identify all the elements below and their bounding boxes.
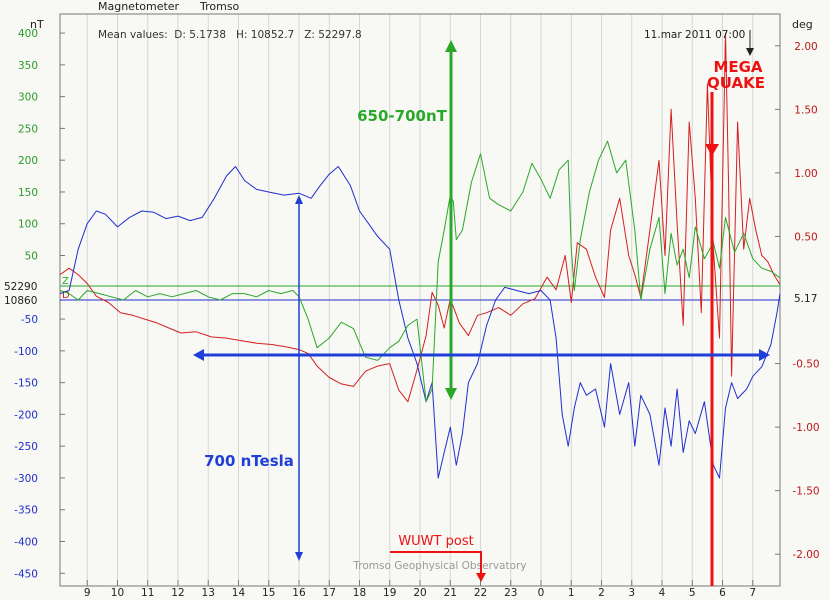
left-tick-label: 250 — [18, 123, 38, 135]
right-tick-label: -1.00 — [792, 422, 819, 434]
x-tick-label: 5 — [689, 587, 696, 599]
x-tick-label: 22 — [474, 587, 487, 599]
left-tick-label: -250 — [14, 441, 38, 453]
left-tick-label: 150 — [18, 187, 38, 199]
x-tick-label: 6 — [719, 587, 726, 599]
annotations-layer: MEGA QUAKE WUWT post 650-700nT 700 nTesl… — [193, 30, 770, 586]
left-tick-label: -350 — [14, 505, 38, 517]
left-tick-label: -50 — [21, 314, 38, 326]
x-tick-label: 14 — [232, 587, 246, 599]
x-tick-label: 17 — [323, 587, 336, 599]
left-tick-label: -300 — [14, 473, 38, 485]
x-tick-label: 7 — [749, 587, 756, 599]
x-tick-label: 18 — [353, 587, 366, 599]
d-baseline-letter: D — [62, 290, 70, 301]
d-baseline-value: 5.17 — [794, 293, 817, 305]
blue-horizontal-arrowhead-right — [759, 349, 770, 361]
x-tick-label: 12 — [171, 587, 184, 599]
x-tick-label: 19 — [383, 587, 396, 599]
x-tick-label: 20 — [413, 587, 426, 599]
mega-quake-label-line2: QUAKE — [707, 74, 765, 92]
right-tick-label: 1.00 — [794, 168, 817, 180]
wuwt-post-arrowhead — [476, 573, 486, 582]
left-tick-label: -200 — [14, 409, 38, 421]
station-name: Tromso — [199, 0, 240, 13]
left-tick-label: -100 — [14, 346, 38, 358]
x-tick-label: 4 — [659, 587, 666, 599]
z-baseline-letter: Z — [62, 276, 69, 287]
right-unit-label: deg — [792, 18, 813, 31]
right-tick-label: -0.50 — [792, 359, 819, 371]
right-tick-label: 1.50 — [794, 104, 817, 116]
green-range-arrowhead-bottom — [445, 388, 457, 400]
blue-vertical-arrowhead-top — [295, 195, 303, 204]
x-tick-label: 0 — [538, 587, 545, 599]
left-tick-label: 50 — [25, 251, 38, 263]
left-tick-label: 400 — [18, 28, 38, 40]
blue-vertical-arrowhead-bottom — [295, 552, 303, 561]
x-tick-label: 2 — [598, 587, 605, 599]
mean-values: Mean values: D: 5.1738 H: 10852.7 Z: 522… — [98, 29, 362, 41]
mega-quake-label-line1: MEGA — [713, 58, 762, 76]
x-tick-label: 1 — [568, 587, 575, 599]
right-tick-label: 0.50 — [794, 231, 817, 243]
green-range-arrowhead-top — [445, 40, 457, 52]
quake-marker-arrowhead — [705, 144, 719, 156]
left-tick-label: 350 — [18, 60, 38, 72]
h-baseline-value: 10860 — [4, 295, 37, 307]
x-tick-label: 11 — [141, 587, 154, 599]
blue-range-label: 700 nTesla — [204, 452, 294, 470]
x-tick-label: 9 — [84, 587, 91, 599]
series-line-d — [59, 32, 781, 403]
x-tick-label: 15 — [262, 587, 275, 599]
left-tick-label: -450 — [14, 568, 38, 580]
blue-horizontal-arrowhead-left — [193, 349, 204, 361]
chart-title: Magnetometer — [98, 0, 180, 13]
x-tick-label: 23 — [504, 587, 517, 599]
left-tick-label: -150 — [14, 378, 38, 390]
left-tick-label: 200 — [18, 155, 38, 167]
quake-pointer-arrowhead — [746, 48, 754, 56]
z-baseline-value: 52290 — [4, 281, 37, 293]
wuwt-post-label: WUWT post — [398, 534, 473, 549]
left-unit-label: nT — [30, 18, 44, 31]
baselines: ZD — [60, 276, 780, 301]
left-tick-label: 300 — [18, 92, 38, 104]
series-line-z — [59, 140, 781, 403]
x-tick-label: 13 — [202, 587, 215, 599]
right-tick-label: -1.50 — [792, 486, 819, 498]
axes-layer: 9 10 11 12 13 14 15 16 17 18 19 20 21 22 23 0 1 2 3 4 5 6 7400… — [4, 28, 820, 599]
wuwt-post-pointer — [390, 551, 482, 578]
green-range-label: 650-700nT — [357, 107, 448, 125]
right-tick-label: 2.00 — [794, 41, 817, 53]
series-layer — [59, 32, 781, 479]
series-line-h — [59, 166, 781, 479]
right-tick-label: -2.00 — [792, 549, 819, 561]
observatory-credit: Tromso Geophysical Observatory — [352, 560, 526, 572]
timestamp: 11.mar 2011 07:00 — [644, 29, 745, 41]
x-tick-label: 10 — [111, 587, 124, 599]
x-tick-label: 16 — [292, 587, 306, 599]
x-tick-label: 3 — [628, 587, 635, 599]
left-tick-label: -400 — [14, 537, 38, 549]
left-tick-label: 100 — [18, 219, 38, 231]
x-tick-label: 21 — [444, 587, 457, 599]
